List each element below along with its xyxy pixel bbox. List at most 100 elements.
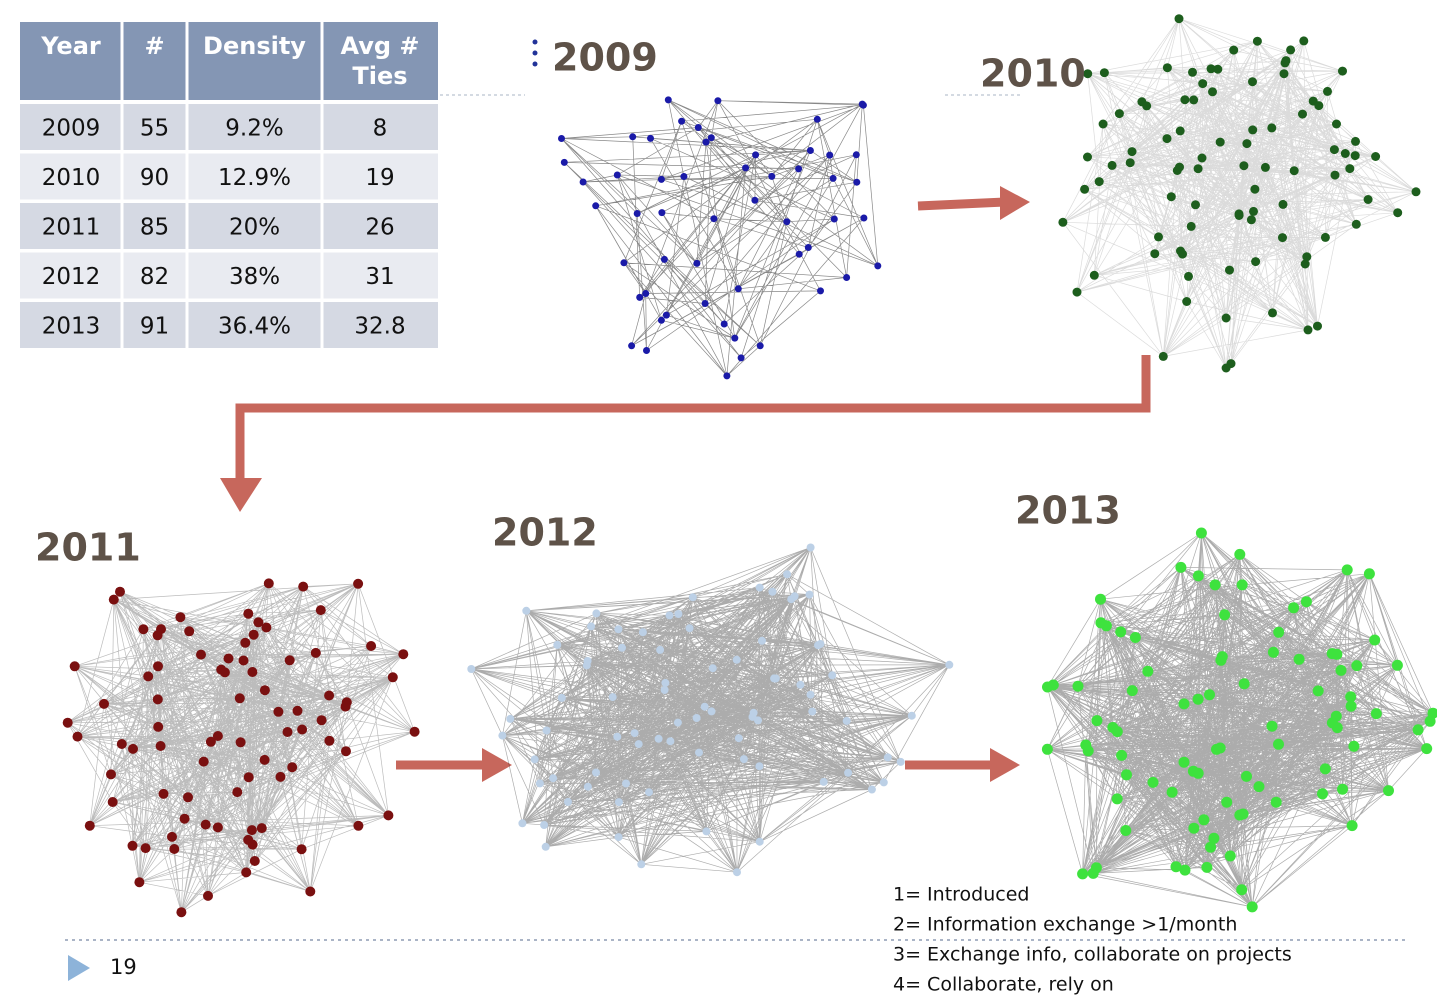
network-node — [1213, 64, 1223, 74]
network-node — [564, 797, 572, 806]
network-node — [1184, 271, 1193, 281]
network-node — [1090, 862, 1102, 874]
network-node — [701, 300, 709, 307]
network-node — [752, 151, 760, 159]
network-node — [622, 779, 630, 788]
table-cell: 19 — [365, 165, 394, 191]
network-node — [1346, 820, 1358, 832]
network-node — [1393, 208, 1403, 218]
network-node — [830, 215, 838, 223]
network-node — [176, 907, 187, 918]
network-node — [587, 622, 596, 631]
network-node — [1142, 101, 1152, 111]
network-node — [1279, 69, 1289, 79]
table-row — [20, 203, 438, 249]
network-node — [1391, 659, 1403, 671]
network-node — [678, 117, 686, 125]
network-node — [169, 844, 180, 854]
network-node — [522, 606, 531, 615]
network-node — [282, 727, 293, 737]
table-cell: 2009 — [42, 116, 101, 142]
network-edges — [470, 547, 950, 873]
dot — [532, 39, 538, 45]
network-node — [700, 702, 709, 711]
network-node — [540, 821, 549, 829]
network-node — [643, 347, 650, 354]
network-node — [1412, 724, 1424, 736]
network-node — [583, 782, 592, 791]
network-node — [140, 843, 151, 854]
network-node — [1150, 249, 1160, 259]
network-node — [247, 667, 258, 677]
network-node — [1188, 67, 1197, 77]
network-node — [1083, 69, 1093, 79]
network-node — [467, 665, 476, 673]
network-node — [1303, 325, 1313, 335]
network-node — [1329, 145, 1339, 155]
network-node — [768, 587, 777, 596]
network-node — [1179, 864, 1191, 876]
network-node — [628, 342, 636, 350]
network-node — [256, 823, 267, 834]
network-node — [1320, 232, 1330, 242]
table-cell: 2010 — [42, 165, 101, 191]
network-node — [680, 173, 688, 180]
network-node — [579, 178, 587, 186]
network-node — [69, 661, 80, 672]
table-cell: 20% — [229, 215, 280, 241]
network-node — [1215, 137, 1225, 147]
table-row — [20, 302, 438, 348]
table-cell: 12.9% — [218, 165, 291, 191]
table-cell: 32.8 — [354, 314, 405, 340]
network-node — [723, 372, 731, 380]
network-node — [688, 593, 697, 602]
network-node — [852, 151, 860, 159]
network-node — [535, 779, 544, 788]
bullet-icon — [68, 955, 90, 981]
network-node — [246, 825, 257, 836]
network-node — [1080, 184, 1090, 194]
network — [1058, 14, 1421, 373]
network-node — [1260, 162, 1270, 172]
network-node — [261, 622, 272, 633]
network-node — [106, 769, 116, 780]
network-node — [249, 856, 260, 866]
network-node — [1246, 215, 1256, 225]
network-node — [1300, 596, 1312, 608]
network-node — [1345, 164, 1355, 174]
network-node — [710, 215, 718, 223]
network-node — [1326, 717, 1338, 729]
network-node — [248, 629, 259, 640]
network-node — [592, 202, 600, 210]
network-node — [409, 726, 420, 737]
network-node — [907, 711, 916, 720]
network-node — [1098, 119, 1108, 129]
table-header-cell: Density — [203, 32, 306, 60]
network-node — [99, 698, 109, 709]
network-node — [1115, 626, 1127, 638]
network-node — [353, 578, 364, 589]
network-node — [614, 798, 623, 807]
network-node — [1351, 136, 1360, 146]
network-node — [1221, 796, 1233, 808]
network-node — [1351, 660, 1363, 672]
network-node — [896, 757, 905, 766]
network-node — [1332, 119, 1341, 129]
network-node — [560, 158, 568, 166]
network-node — [1266, 720, 1278, 732]
network-node — [107, 797, 118, 807]
network-node — [1192, 570, 1204, 582]
network-node — [1193, 164, 1203, 174]
network-node — [1175, 126, 1185, 136]
table-row — [20, 153, 438, 200]
network-node — [804, 244, 812, 251]
network-node — [1252, 36, 1262, 46]
network-node — [219, 667, 230, 678]
network-node — [674, 610, 683, 618]
network-node — [1129, 632, 1141, 643]
network-node — [542, 726, 551, 735]
network-node — [614, 625, 623, 634]
network-node — [1221, 363, 1231, 373]
network-node — [806, 543, 815, 552]
arrow — [917, 197, 1006, 211]
